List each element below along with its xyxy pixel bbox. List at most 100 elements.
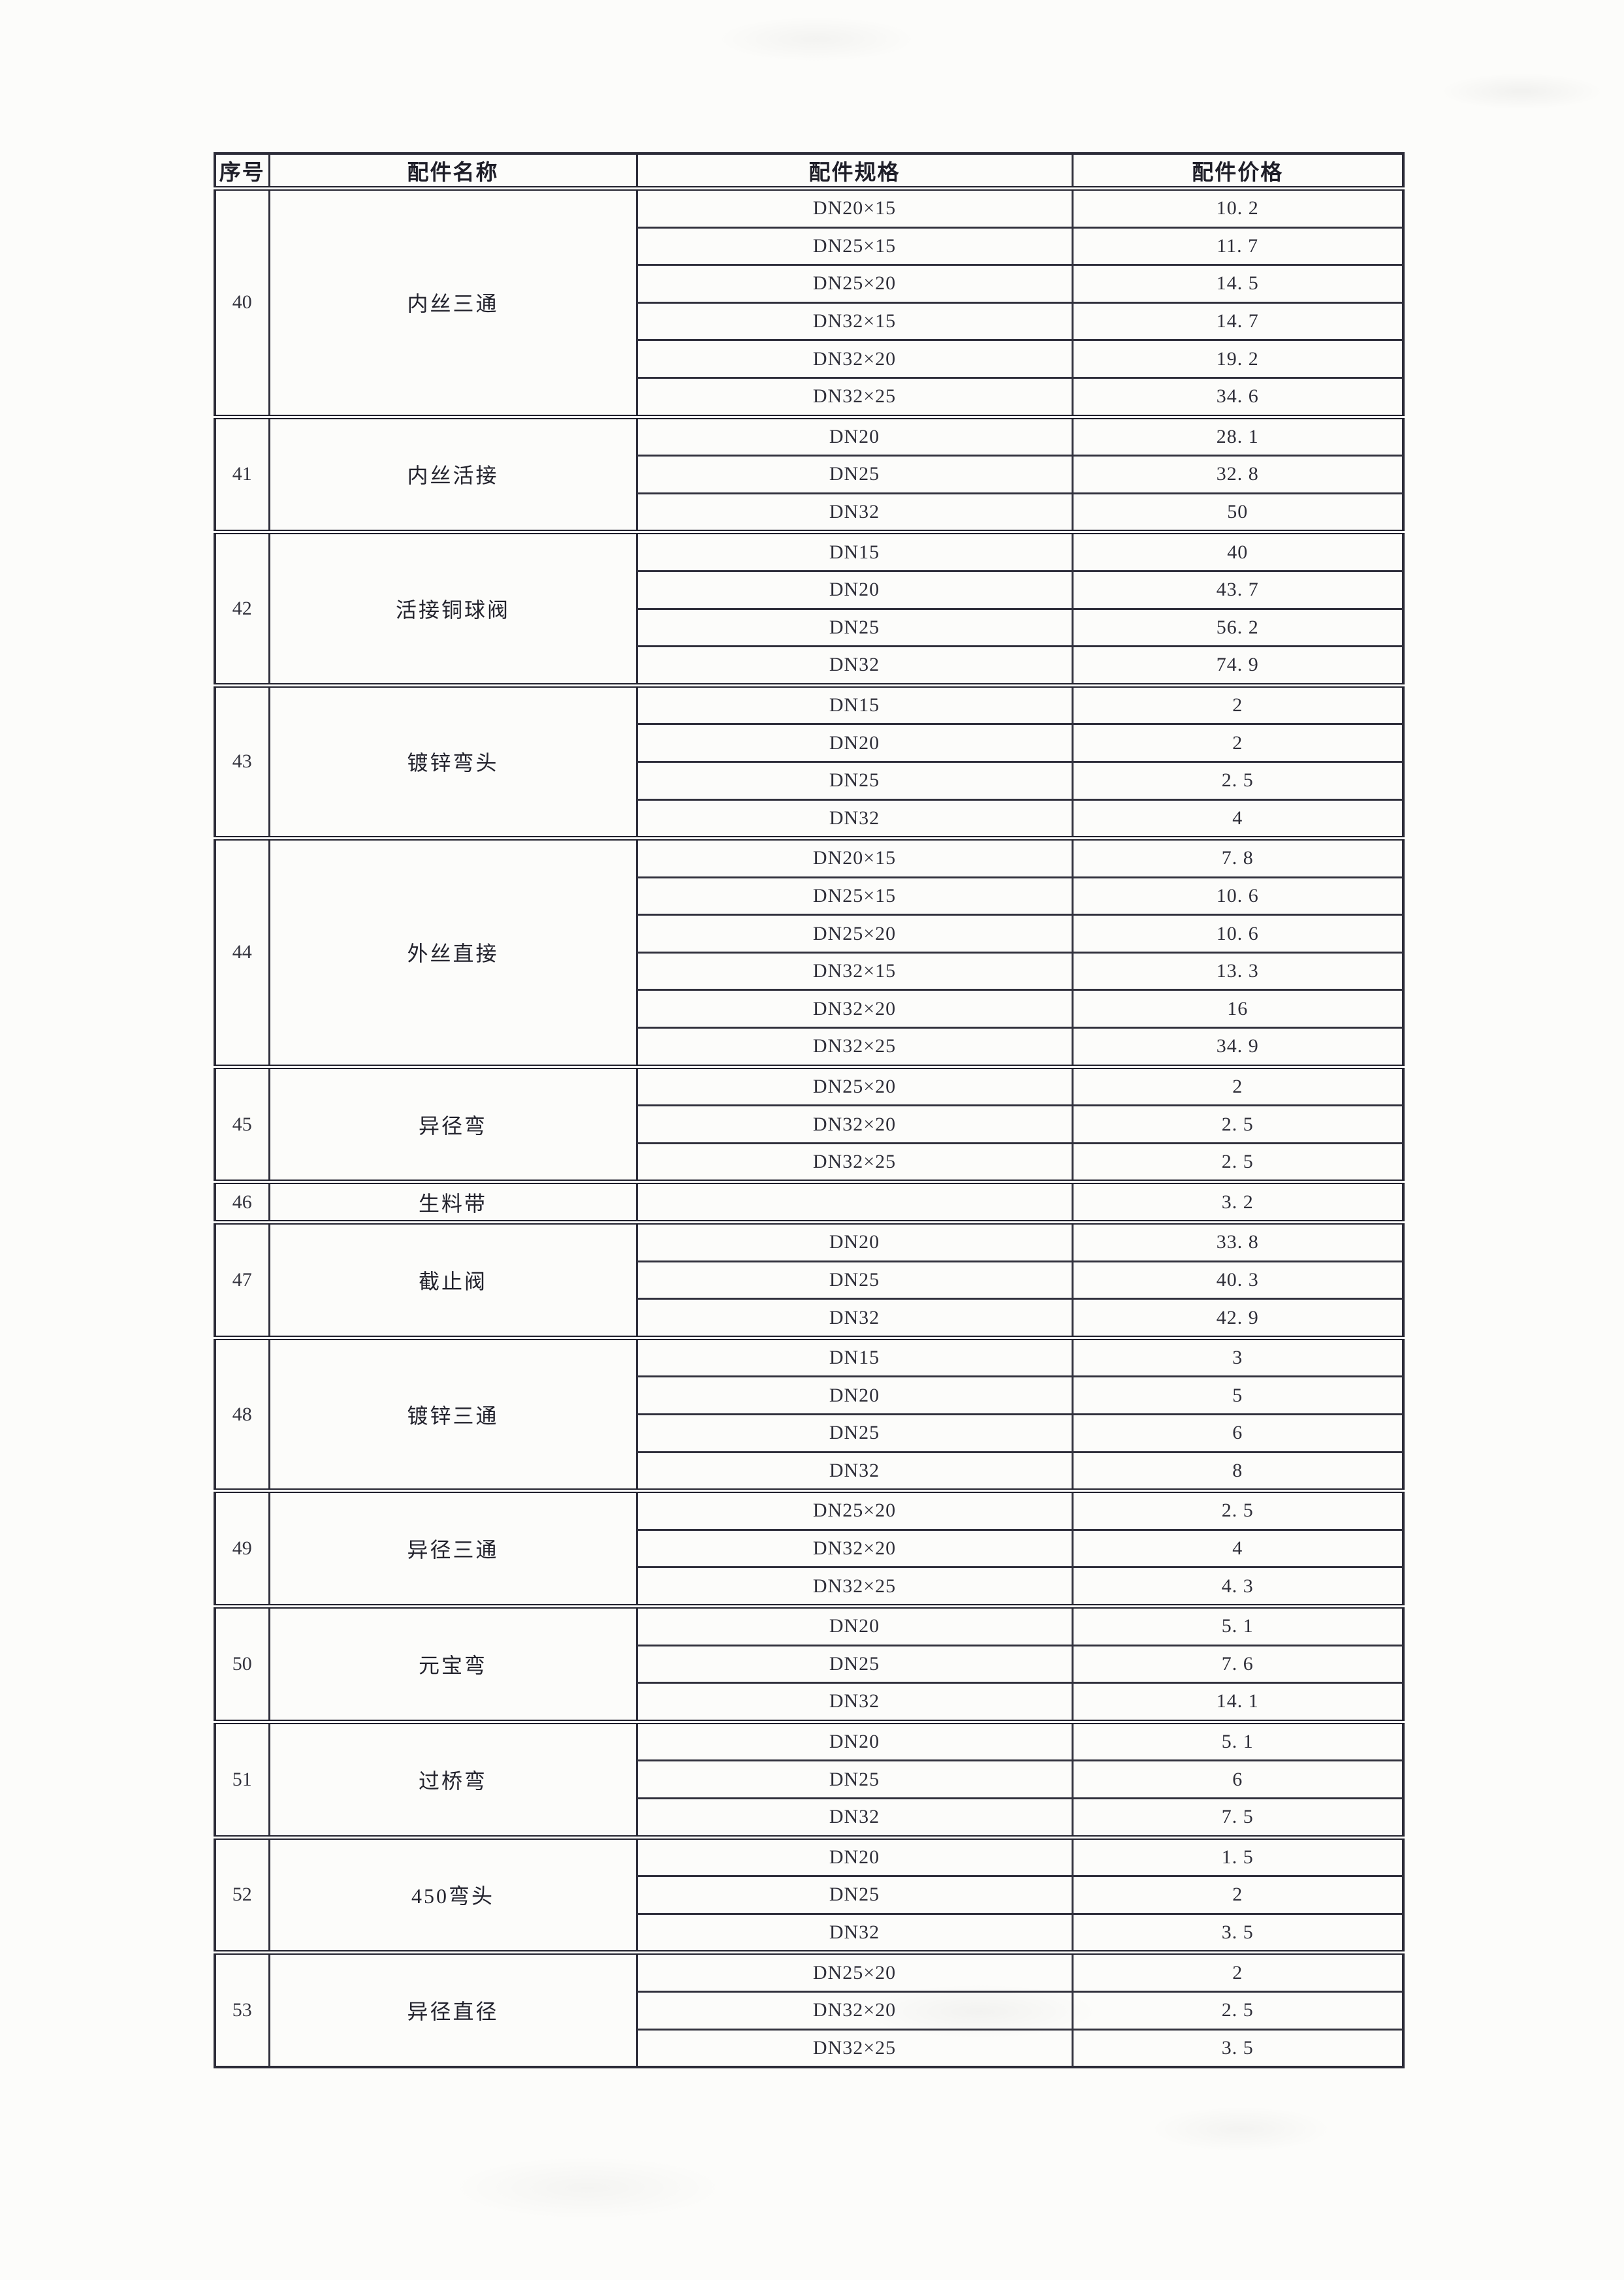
- spec-cell: DN20: [635, 570, 1074, 610]
- price-cell: 10. 2: [1071, 186, 1405, 229]
- spec-cell: DN32: [635, 492, 1074, 534]
- price-cell: 56. 2: [1071, 607, 1405, 648]
- table-row: 43 镀锌弯头 DN15 2: [214, 682, 1405, 840]
- table-row: DN32×25 4. 3: [215, 1566, 1405, 1607]
- spec-cell: DN25: [635, 1759, 1074, 1799]
- table-row: 48 镀锌三通 DN15 3: [214, 1335, 1405, 1492]
- serial-cell: 52: [214, 1835, 270, 1954]
- table-row: 40 内丝三通 DN20×15 10. 2: [214, 186, 1405, 418]
- price-cell: 2. 5: [1071, 1104, 1405, 1144]
- price-cell: 2: [1071, 1950, 1405, 1993]
- table-row: DN32×15 13. 3: [215, 951, 1405, 991]
- price-cell: 6: [1071, 1413, 1405, 1453]
- price-cell: 3: [1071, 1335, 1405, 1378]
- serial-cell: 44: [214, 836, 270, 1068]
- price-cell: 8: [1071, 1451, 1405, 1492]
- parts-table-body: 40 内丝三通 DN20×15 10. 2 DN25×15 11. 7 DN25×20 14.…: [214, 186, 1405, 2068]
- table-row: DN32 3. 5: [215, 1912, 1405, 1954]
- price-cell: 10. 6: [1071, 914, 1405, 954]
- table-row: 52 450弯头 DN20 1. 5: [214, 1835, 1405, 1954]
- serial-cell: 46: [214, 1180, 270, 1224]
- spec-cell: DN32×20: [635, 1104, 1074, 1144]
- spec-cell: DN32: [635, 1797, 1074, 1838]
- table-row: 42 活接铜球阀 DN15 40: [214, 530, 1405, 686]
- spec-cell: DN32×25: [635, 1027, 1074, 1068]
- table-row: 50 元宝弯 DN20 5. 1: [214, 1603, 1405, 1723]
- spec-cell: DN20: [635, 1220, 1074, 1262]
- spec-cell: DN32: [635, 1451, 1074, 1492]
- spec-cell: DN32×15: [635, 951, 1074, 991]
- table-row: DN20 5: [215, 1375, 1405, 1415]
- serial-cell: 40: [214, 186, 270, 418]
- price-cell: 2. 5: [1071, 1488, 1405, 1531]
- table-row: 47 截止阀 DN20 33. 8: [214, 1220, 1405, 1339]
- table-row: DN25 7. 6: [215, 1644, 1405, 1684]
- table-row: DN20 43. 7: [215, 570, 1405, 610]
- price-cell: 42. 9: [1071, 1298, 1405, 1339]
- table-row: 53 异径直径 DN25×20 2: [214, 1950, 1405, 2068]
- table-row: DN25 6: [215, 1759, 1405, 1799]
- serial-cell: 45: [214, 1064, 270, 1183]
- name-cell: 内丝三通: [268, 186, 638, 418]
- price-cell: 2: [1071, 682, 1405, 726]
- spec-cell: DN32×25: [635, 2028, 1074, 2068]
- spec-cell: DN25×20: [635, 1064, 1074, 1107]
- price-cell: 34. 9: [1071, 1027, 1405, 1068]
- name-cell: 异径弯: [268, 1064, 638, 1183]
- table-row: DN32×25 34. 6: [215, 376, 1405, 418]
- price-cell: 2: [1071, 1875, 1405, 1915]
- price-cell: 3. 5: [1071, 2028, 1405, 2068]
- spec-cell: DN32×20: [635, 989, 1074, 1029]
- spec-cell: DN20×15: [635, 186, 1074, 229]
- table-row: 46 生料带 3. 2: [214, 1180, 1405, 1224]
- name-cell: 异径直径: [268, 1950, 638, 2068]
- price-cell: 43. 7: [1071, 570, 1405, 610]
- price-cell: 14. 1: [1071, 1682, 1405, 1723]
- spec-cell: DN25: [635, 455, 1074, 494]
- spec-cell: DN20: [635, 414, 1074, 457]
- price-cell: 40: [1071, 530, 1405, 572]
- price-cell: 4: [1071, 1528, 1405, 1569]
- table-row: DN32×20 4: [215, 1528, 1405, 1569]
- spec-cell: DN20: [635, 1375, 1074, 1415]
- spec-cell: DN20: [635, 1835, 1074, 1878]
- table-row: DN25 6: [215, 1413, 1405, 1453]
- name-cell: 过桥弯: [268, 1719, 638, 1838]
- price-cell: 10. 6: [1071, 876, 1405, 916]
- spec-cell: DN25: [635, 1875, 1074, 1915]
- table-row: DN25×15 11. 7: [215, 226, 1405, 266]
- table-row: DN32 42. 9: [215, 1298, 1405, 1339]
- spec-cell: DN32: [635, 1682, 1074, 1723]
- price-cell: 3. 5: [1071, 1912, 1405, 1954]
- price-cell: 2: [1071, 723, 1405, 763]
- spec-cell: DN32: [635, 1298, 1074, 1339]
- price-cell: 28. 1: [1071, 414, 1405, 457]
- price-cell: 5: [1071, 1375, 1405, 1415]
- spec-cell: DN32×15: [635, 301, 1074, 342]
- spec-cell: DN25: [635, 1644, 1074, 1684]
- col-header-spec: 配件规格: [635, 152, 1074, 191]
- spec-cell: DN15: [635, 530, 1074, 572]
- spec-cell: DN25×20: [635, 914, 1074, 954]
- name-cell: 截止阀: [268, 1220, 638, 1339]
- table-row: DN25×20 14. 5: [215, 264, 1405, 304]
- table-row: DN32×25 34. 9: [215, 1027, 1405, 1068]
- price-cell: 13. 3: [1071, 951, 1405, 991]
- serial-cell: 41: [214, 414, 270, 534]
- spec-cell: DN25×15: [635, 226, 1074, 266]
- table-row: 49 异径三通 DN25×20 2. 5: [214, 1488, 1405, 1607]
- table-row: DN25 32. 8: [215, 455, 1405, 494]
- table-row: DN32 14. 1: [215, 1682, 1405, 1723]
- name-cell: 450弯头: [268, 1835, 638, 1954]
- price-cell: 2: [1071, 1064, 1405, 1107]
- name-cell: 元宝弯: [268, 1603, 638, 1723]
- price-cell: 16: [1071, 989, 1405, 1029]
- name-cell: 镀锌弯头: [268, 682, 638, 840]
- price-cell: 5. 1: [1071, 1719, 1405, 1762]
- spec-cell: DN32×25: [635, 1142, 1074, 1183]
- spec-cell: DN32×25: [635, 1566, 1074, 1607]
- serial-cell: 42: [214, 530, 270, 686]
- price-cell: 40. 3: [1071, 1260, 1405, 1300]
- price-cell: 2. 5: [1071, 1990, 1405, 2031]
